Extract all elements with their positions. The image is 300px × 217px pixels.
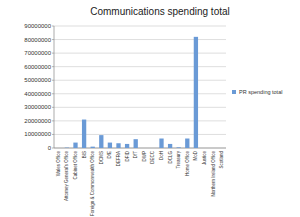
bar [168,144,172,148]
bar [56,148,60,149]
x-tick-label: DfT [133,151,138,159]
x-tick-label: Cabinet Office [73,151,78,180]
chart-container: Communications spending total 0 10000000 20… [0,0,300,217]
grid-line [54,80,226,81]
bar [159,139,163,148]
x-tick-label: Justice [202,151,207,166]
bar [116,143,120,148]
background [0,0,300,217]
x-tick-label: DfE [107,151,112,159]
bar [151,148,155,149]
x-tick-label: DCMS [99,151,104,164]
x-tick-label: Attorney General's Office [64,151,69,202]
bar [108,143,112,148]
bar [185,139,189,148]
x-tick-label: Wales Office [56,151,61,177]
legend-swatch [232,90,236,94]
bar [65,147,69,148]
bar [220,148,224,149]
bar [142,148,146,149]
bar [134,139,138,148]
grid-line [54,93,226,94]
bar [82,120,86,148]
x-tick-label: DEFRA [116,151,121,166]
x-tick-label: DECC [150,150,155,164]
bar [177,147,181,148]
y-tick-label: 60000000 [24,64,51,70]
chart-svg: Communications spending total 0 10000000 20… [0,0,300,217]
bar [99,135,103,148]
x-tick-label: Northern Ireland Office [211,151,216,197]
bar [91,147,95,148]
grid-line [54,26,226,27]
grid-line [54,39,226,40]
grid-line [54,107,226,108]
y-tick-label: 0 [48,145,52,151]
x-tick-label: DWP [142,151,147,162]
x-tick-label: DCLG [168,151,173,164]
x-tick-label: Home Office [185,151,190,176]
bar [125,144,129,148]
grid-line [54,120,226,121]
y-tick-label: 40000000 [24,91,51,97]
y-tick-label: 10000000 [24,131,51,137]
bar [194,37,198,148]
y-tick-label: 50000000 [24,77,51,83]
x-tick-label: Treasury [176,150,181,168]
y-tick-label: 20000000 [24,118,51,124]
bars [65,37,198,148]
y-axis [54,26,55,148]
y-tick-label: 80000000 [24,37,51,43]
x-tick-label: DoH [159,151,164,160]
bar [202,148,206,149]
x-tick-label: DFID [125,150,130,161]
x-axis [54,148,226,149]
bar [73,143,77,148]
y-tick-label: 90000000 [24,23,51,29]
x-tick-label: Scotland [219,151,224,169]
y-tick-label: 30000000 [24,104,51,110]
title: Communications spending total [90,6,230,17]
x-tick-label: MoD [193,150,198,160]
grid-line [54,148,226,149]
bar [211,148,215,149]
legend-label: PR spending total [239,89,282,95]
grid-line [54,66,226,67]
grid-line [54,134,226,135]
x-tick-label: Foreign & Commonwealth Office [90,151,95,216]
grid-line [54,53,226,54]
y-tick-label: 70000000 [24,50,51,56]
x-tick-label: BIS [82,151,87,158]
